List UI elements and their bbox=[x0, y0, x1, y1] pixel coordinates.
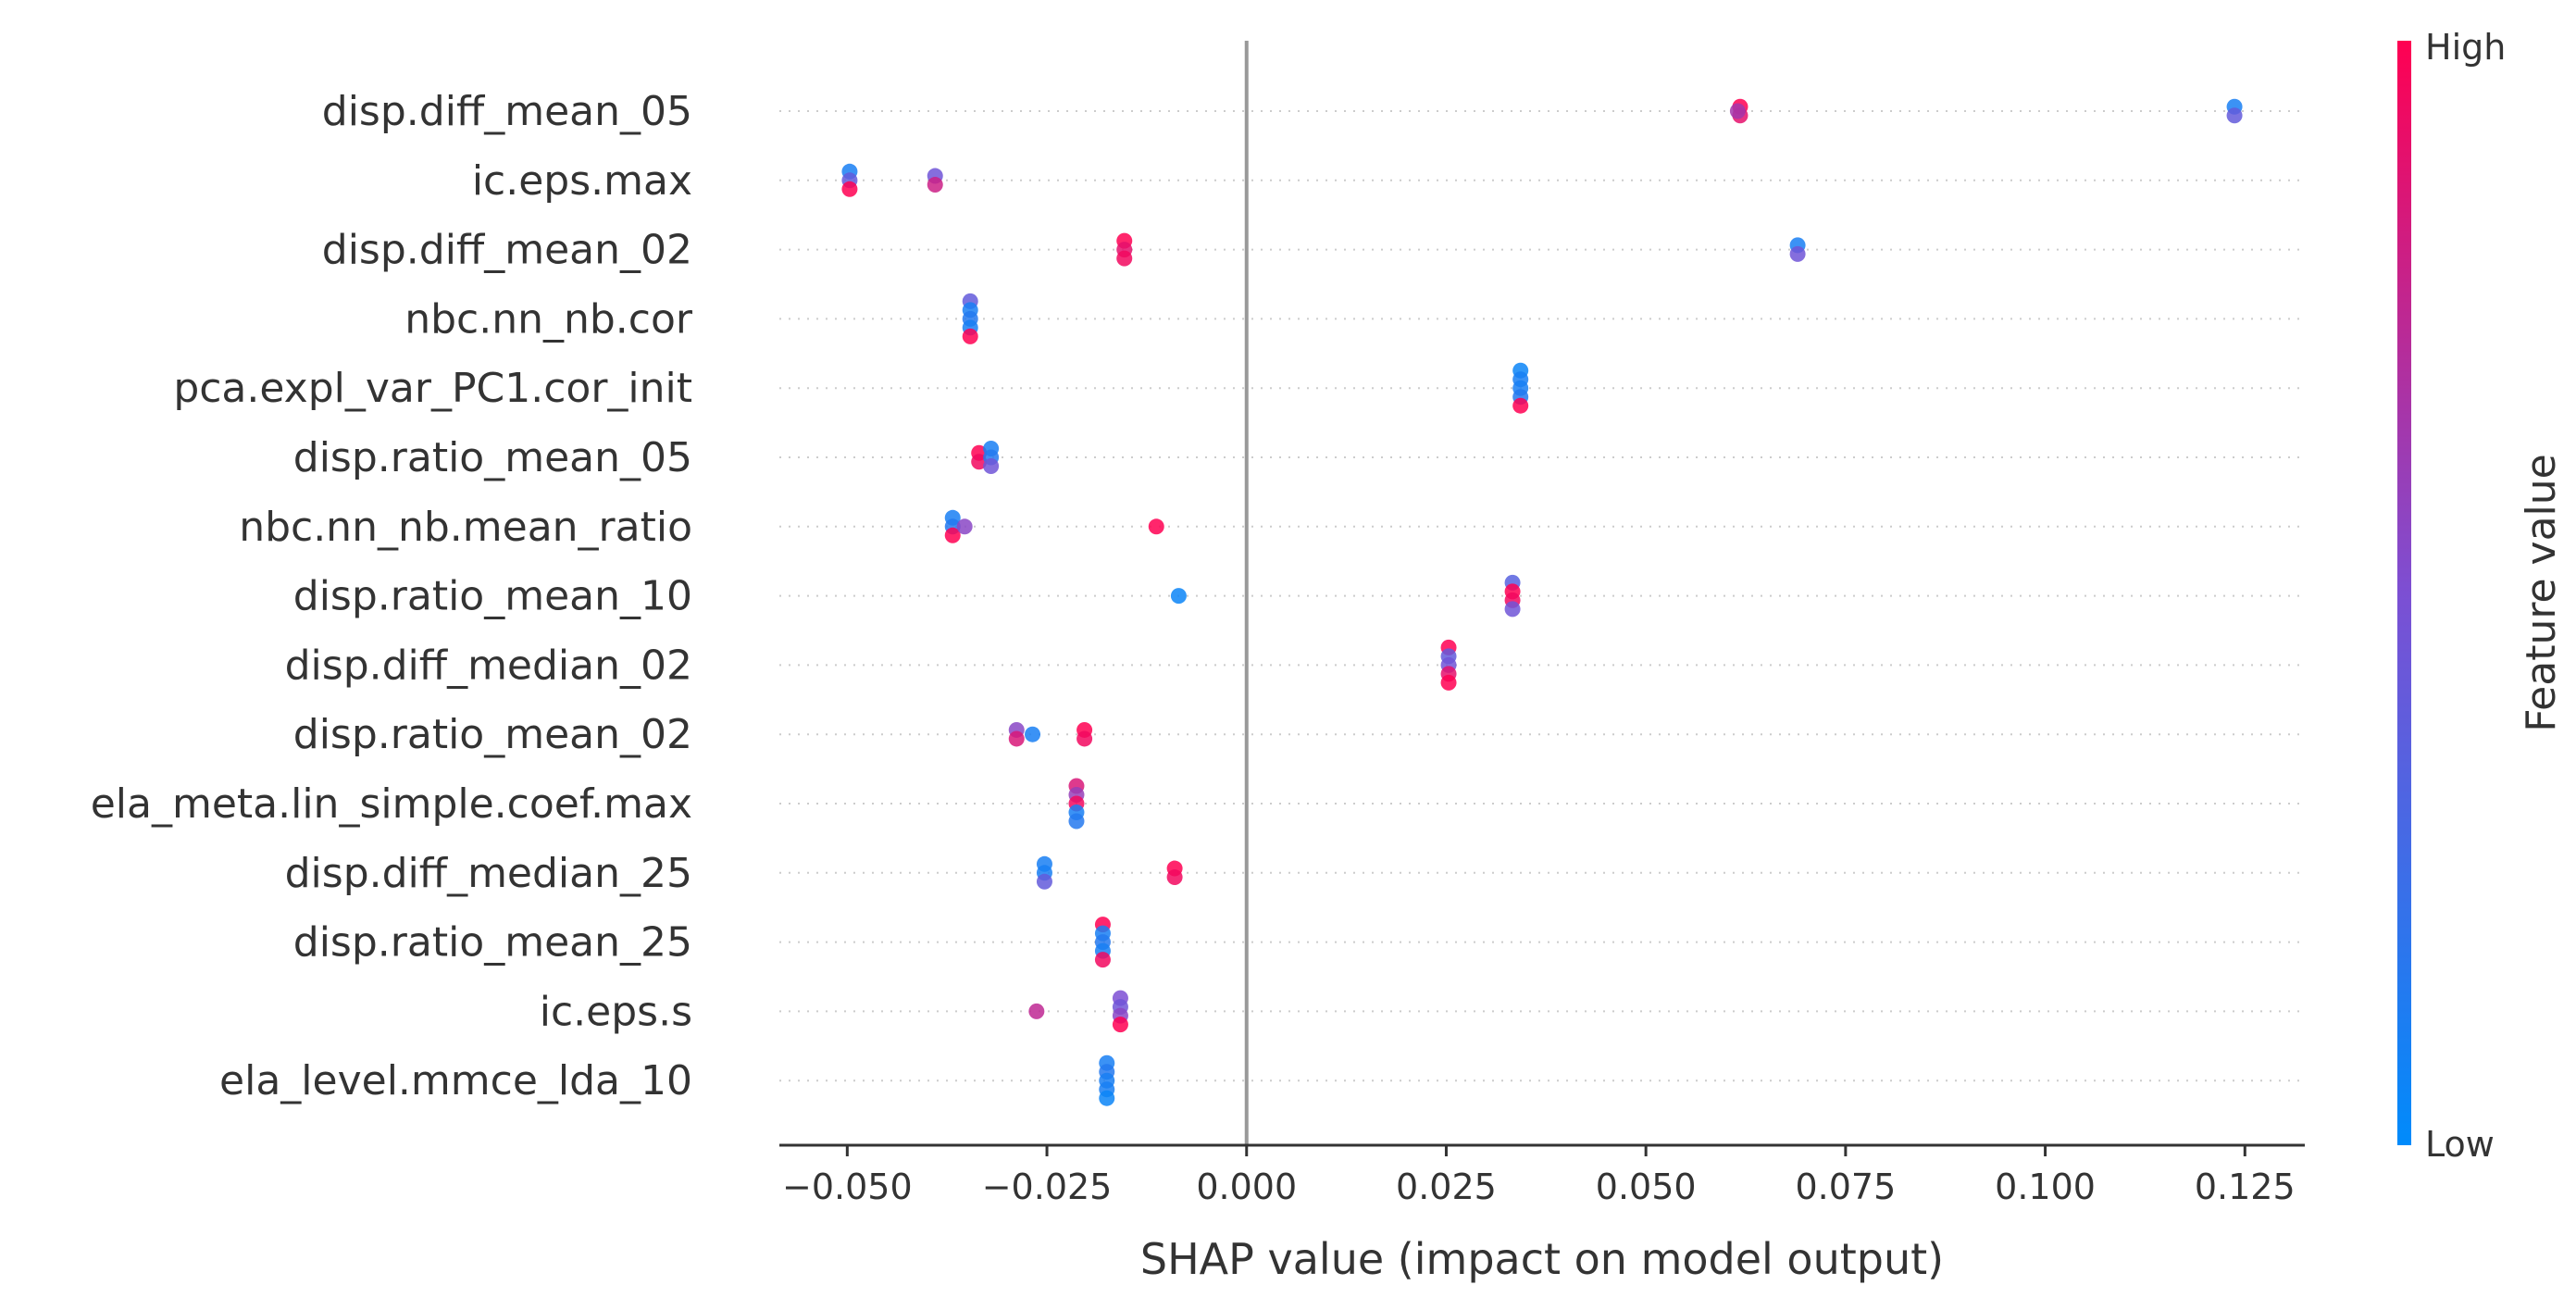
feature-label: nbc.nn_nb.mean_ratio bbox=[239, 504, 692, 551]
feature-label: ela_meta.lin_simple.coef.max bbox=[91, 780, 692, 828]
x-axis-title: SHAP value (impact on model output) bbox=[1140, 1234, 1944, 1284]
feature-label: disp.ratio_mean_25 bbox=[293, 919, 692, 967]
data-point bbox=[1440, 674, 1457, 691]
feature-label: ic.eps.s bbox=[540, 988, 692, 1035]
data-point bbox=[1099, 1090, 1115, 1106]
data-point bbox=[1729, 103, 1746, 119]
data-point bbox=[944, 527, 961, 543]
data-point bbox=[956, 518, 973, 535]
feature-label: pca.expl_var_PC1.cor_init bbox=[173, 365, 692, 412]
feature-label: ela_level.mmce_lda_10 bbox=[219, 1057, 692, 1104]
feature-label: ic.eps.max bbox=[472, 157, 692, 205]
colorbar-low-label: Low bbox=[2425, 1124, 2495, 1165]
data-point bbox=[1512, 397, 1529, 414]
data-point bbox=[1148, 518, 1164, 535]
feature-label: disp.diff_mean_05 bbox=[322, 88, 692, 135]
data-point bbox=[971, 454, 988, 470]
data-point bbox=[1789, 245, 1806, 262]
data-point bbox=[1166, 869, 1183, 886]
data-point bbox=[1504, 601, 1521, 618]
feature-labels: disp.diff_mean_05 ic.eps.max disp.diff_mea… bbox=[91, 88, 693, 1104]
x-tick-label: −0.025 bbox=[982, 1167, 1113, 1207]
x-tick-label: 0.125 bbox=[2195, 1167, 2296, 1207]
row-guides bbox=[779, 110, 2305, 1082]
data-point bbox=[983, 458, 1000, 474]
data-point bbox=[1028, 1003, 1045, 1019]
x-tick-label: 0.000 bbox=[1196, 1167, 1297, 1207]
data-point bbox=[1094, 952, 1111, 968]
data-point bbox=[1112, 1017, 1128, 1033]
feature-label: disp.ratio_mean_02 bbox=[293, 711, 692, 758]
data-point bbox=[1076, 730, 1093, 747]
x-tick-label: 0.025 bbox=[1396, 1167, 1497, 1207]
feature-label: nbc.nn_nb.cor bbox=[404, 295, 693, 343]
colorbar-high-label: High bbox=[2425, 27, 2506, 68]
colorbar-title: Feature value bbox=[2518, 454, 2565, 731]
points-layer bbox=[841, 98, 2243, 1106]
feature-label: disp.diff_mean_02 bbox=[322, 227, 692, 274]
x-tick-label: 0.075 bbox=[1795, 1167, 1896, 1207]
x-tick-label: −0.050 bbox=[782, 1167, 913, 1207]
x-tick-label: 0.100 bbox=[1995, 1167, 2096, 1207]
data-point bbox=[1008, 730, 1025, 747]
feature-label: disp.diff_median_25 bbox=[285, 850, 692, 897]
data-point bbox=[2226, 107, 2243, 124]
colorbar: High Low Feature value bbox=[2397, 27, 2565, 1165]
x-tick-label: 0.050 bbox=[1596, 1167, 1697, 1207]
feature-label: disp.ratio_mean_10 bbox=[293, 573, 692, 620]
data-point bbox=[1068, 813, 1085, 830]
data-point bbox=[1116, 250, 1133, 267]
feature-label: disp.ratio_mean_05 bbox=[293, 434, 692, 481]
data-point bbox=[927, 177, 943, 193]
colorbar-gradient bbox=[2397, 41, 2411, 1145]
data-point bbox=[1036, 873, 1052, 890]
data-point bbox=[1170, 588, 1187, 605]
x-axis: −0.050 −0.025 0.000 0.025 0.050 0.075 0.100 0.1… bbox=[779, 1143, 2305, 1207]
data-point bbox=[1025, 726, 1041, 742]
data-point bbox=[841, 181, 858, 197]
feature-label: disp.diff_median_02 bbox=[285, 642, 692, 689]
data-point bbox=[962, 328, 978, 344]
